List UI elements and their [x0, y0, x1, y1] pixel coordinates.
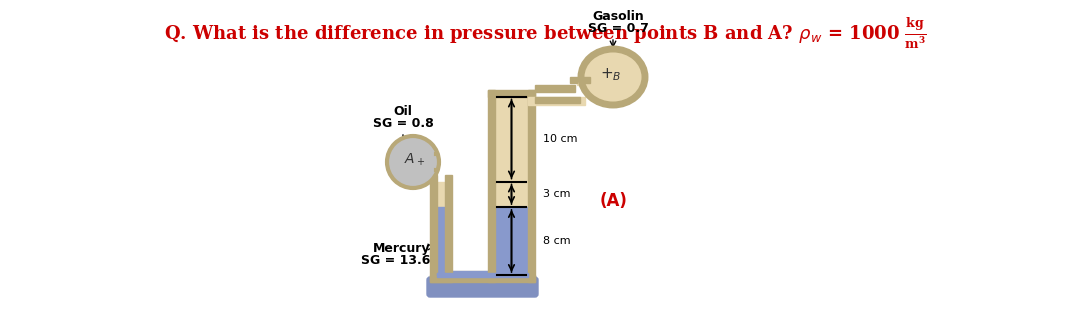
Text: (A): (A) [600, 192, 628, 210]
Bar [577, 77, 583, 84]
FancyBboxPatch shape [427, 277, 538, 297]
Bar [528, 97, 585, 105]
Text: $+_B$: $+_B$ [600, 67, 622, 83]
Text: 3 cm: 3 cm [543, 189, 571, 199]
Bar [437, 271, 528, 275]
Bar [437, 207, 445, 275]
Text: Gasolin: Gasolin [592, 10, 644, 23]
Bar [437, 182, 445, 275]
Bar [437, 271, 528, 275]
Text: SG = 0.7: SG = 0.7 [588, 22, 648, 35]
Bar [437, 273, 445, 275]
Bar [445, 175, 452, 275]
Bar [495, 207, 528, 275]
Text: Oil: Oil [394, 105, 412, 118]
Bar [495, 97, 528, 275]
Bar [488, 90, 495, 282]
Bar [528, 90, 535, 282]
Bar [430, 175, 437, 275]
Text: 10 cm: 10 cm [543, 134, 577, 144]
Bar [583, 77, 590, 82]
Bar [570, 77, 577, 82]
Bar [430, 275, 535, 282]
Text: 8 cm: 8 cm [543, 236, 571, 246]
Text: SG = 13.6: SG = 13.6 [361, 254, 430, 267]
Text: Mercury: Mercury [372, 242, 430, 255]
Bar [430, 275, 452, 282]
Ellipse shape [387, 136, 439, 188]
Text: Q. What is the difference in pressure between points B and A? $\rho_w$ = 1000 $\: Q. What is the difference in pressure be… [164, 17, 926, 52]
Bar [535, 84, 575, 91]
Ellipse shape [582, 49, 645, 105]
Bar [488, 90, 535, 97]
Text: SG = 0.8: SG = 0.8 [373, 117, 433, 130]
Bar [535, 97, 580, 102]
Text: $A_+$: $A_+$ [405, 152, 425, 168]
Bar [437, 273, 528, 277]
